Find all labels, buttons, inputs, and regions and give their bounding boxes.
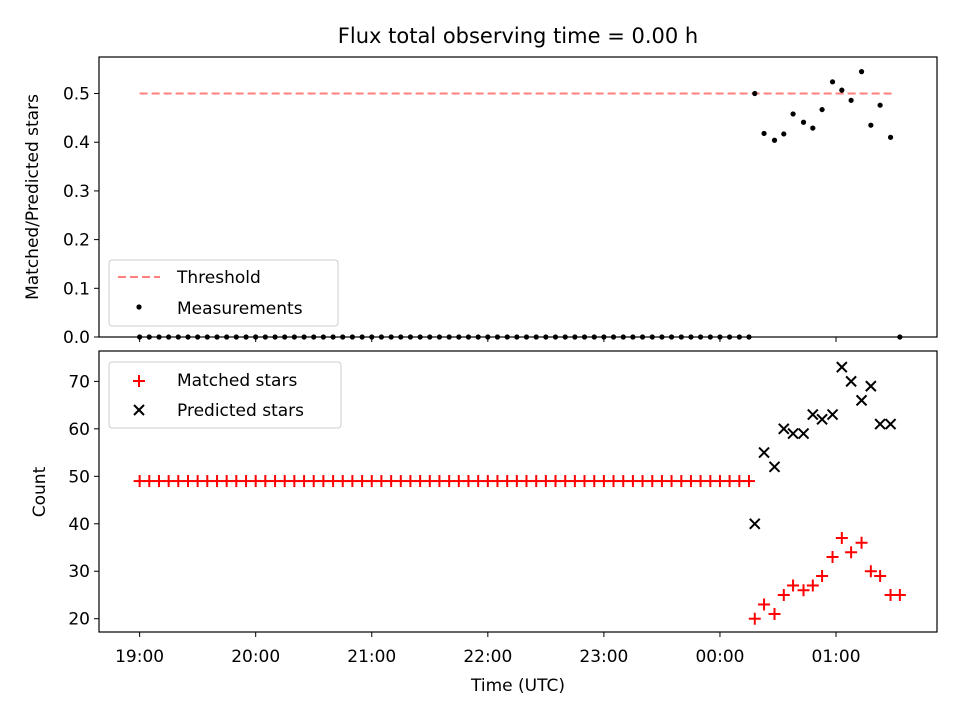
legend-matched-label: Matched stars bbox=[177, 371, 297, 391]
y-tick-label: 20 bbox=[68, 610, 90, 630]
matched-star-point bbox=[758, 598, 771, 611]
y-tick-label: 50 bbox=[68, 467, 90, 487]
predicted-star-point bbox=[749, 518, 761, 530]
matched-star-point bbox=[787, 579, 800, 592]
ratio-y-axis-label: Matched/Predicted stars bbox=[23, 94, 43, 300]
x-tick-label: 20:00 bbox=[231, 647, 280, 667]
measurement-point bbox=[800, 119, 807, 125]
x-tick-label: 19:00 bbox=[115, 647, 164, 667]
measurement-point bbox=[848, 97, 854, 103]
x-tick-label: 22:00 bbox=[463, 647, 512, 667]
y-tick-label: 0.0 bbox=[63, 328, 90, 348]
x-tick-label: 01:00 bbox=[812, 647, 861, 667]
matched-star-point bbox=[826, 551, 839, 564]
ratio-panel: 0.0 0.1 0.2 0.3 0.4 0.5 Matched/Predicted sta… bbox=[23, 56, 938, 348]
predicted-star-point bbox=[826, 408, 839, 421]
y-tick-label: 0.3 bbox=[63, 182, 90, 202]
count-axes-frame bbox=[98, 350, 938, 633]
measurement-point bbox=[887, 134, 894, 140]
count-y-axis-label: Count bbox=[30, 466, 50, 517]
count-legend: Matched stars Predicted stars bbox=[108, 361, 342, 429]
measurement-point bbox=[771, 137, 778, 143]
predicted-star-point bbox=[758, 446, 770, 459]
y-tick-label: 0.4 bbox=[63, 133, 90, 153]
predicted-star-point bbox=[874, 418, 886, 430]
x-tick-label: 21:00 bbox=[347, 647, 396, 667]
predicted-star-point bbox=[836, 361, 848, 373]
predicted-star-point bbox=[778, 423, 790, 435]
ratio-legend: Threshold Measurements bbox=[108, 259, 339, 327]
matched-star-point bbox=[816, 569, 829, 582]
count-plot-area bbox=[133, 361, 906, 625]
y-tick-label: 70 bbox=[68, 372, 90, 392]
legend-measurements-label: Measurements bbox=[177, 299, 303, 319]
x-axis-label: Time (UTC) bbox=[470, 676, 565, 696]
legend-predicted-marker bbox=[133, 404, 145, 416]
measurement-point bbox=[858, 69, 865, 75]
matched-star-point bbox=[742, 475, 755, 488]
matched-star-point bbox=[835, 532, 848, 545]
predicted-star-point bbox=[865, 380, 877, 392]
measurement-point bbox=[810, 125, 816, 131]
measurement-point bbox=[868, 122, 874, 128]
matched-star-point bbox=[797, 584, 810, 597]
legend-measurements-marker bbox=[136, 304, 142, 310]
y-tick-label: 0.1 bbox=[63, 279, 90, 299]
y-tick-label: 60 bbox=[68, 420, 90, 440]
measurement-point bbox=[761, 130, 767, 137]
predicted-star-point bbox=[768, 461, 781, 473]
measurement-point bbox=[781, 131, 787, 137]
predicted-star-point bbox=[787, 427, 799, 440]
predicted-star-point bbox=[816, 413, 828, 426]
matched-star-point bbox=[845, 546, 858, 559]
measurement-point bbox=[790, 111, 796, 117]
legend-matched-marker bbox=[133, 375, 145, 387]
matched-star-point bbox=[768, 607, 781, 620]
predicted-star-point bbox=[845, 375, 857, 388]
matched-star-point bbox=[777, 588, 790, 601]
legend-threshold-label: Threshold bbox=[176, 268, 261, 288]
measurement-point bbox=[752, 90, 758, 97]
measurement-point bbox=[819, 106, 825, 113]
count-panel: 20 30 40 50 60 70 19:00 20:00 21:00 22:00 23:00 00… bbox=[30, 350, 938, 696]
legend-predicted-label: Predicted stars bbox=[177, 401, 304, 421]
y-tick-label: 0.5 bbox=[63, 85, 90, 105]
predicted-star-point bbox=[884, 418, 897, 430]
measurement-point bbox=[829, 79, 836, 85]
predicted-star-point bbox=[797, 427, 810, 440]
matched-star-point bbox=[855, 536, 868, 549]
measurement-point bbox=[839, 87, 845, 93]
matched-star-point bbox=[864, 565, 877, 578]
predicted-star-point bbox=[807, 408, 819, 421]
matched-star-point bbox=[874, 569, 887, 582]
y-tick-label: 0.2 bbox=[63, 231, 90, 251]
y-tick-label: 30 bbox=[68, 562, 90, 582]
predicted-star-point bbox=[855, 394, 868, 407]
matched-star-point bbox=[748, 612, 761, 625]
matched-star-point bbox=[893, 588, 906, 601]
measurement-point bbox=[877, 102, 883, 108]
ratio-axes-frame bbox=[98, 56, 938, 338]
y-tick-label: 40 bbox=[68, 515, 90, 535]
matched-star-point bbox=[806, 579, 819, 592]
x-tick-label: 00:00 bbox=[695, 647, 744, 667]
x-tick-label: 23:00 bbox=[579, 647, 628, 667]
chart-title: Flux total observing time = 0.00 h bbox=[338, 24, 698, 48]
